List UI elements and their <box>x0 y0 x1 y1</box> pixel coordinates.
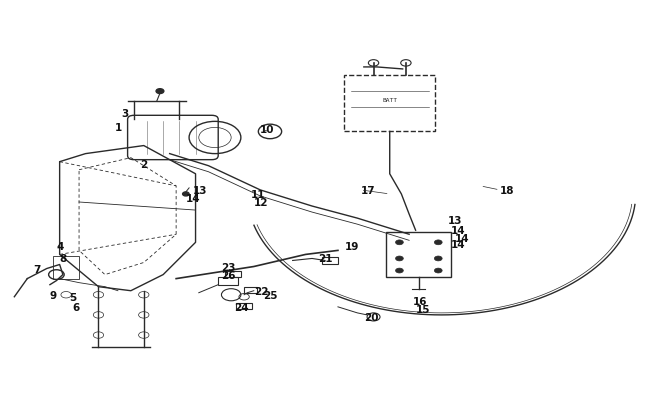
Circle shape <box>434 269 442 273</box>
Text: BATT: BATT <box>382 98 397 102</box>
Text: 1: 1 <box>114 123 122 133</box>
Text: 6: 6 <box>73 302 80 312</box>
Bar <box>322 258 338 265</box>
Bar <box>225 271 241 277</box>
Text: 24: 24 <box>235 302 249 312</box>
Circle shape <box>396 240 403 245</box>
Circle shape <box>156 90 164 94</box>
Text: 14: 14 <box>451 226 466 236</box>
Text: 25: 25 <box>263 290 278 300</box>
Circle shape <box>396 269 403 273</box>
Circle shape <box>396 256 403 261</box>
Bar <box>53 257 79 279</box>
Bar <box>244 288 257 293</box>
Text: 8: 8 <box>60 254 67 264</box>
Text: 9: 9 <box>50 290 57 300</box>
Bar <box>387 232 451 277</box>
Text: 14: 14 <box>186 194 200 203</box>
Text: 15: 15 <box>415 304 430 314</box>
Text: 5: 5 <box>70 292 77 302</box>
Text: 11: 11 <box>250 190 265 199</box>
Bar <box>344 76 435 132</box>
Text: 22: 22 <box>254 286 268 296</box>
Circle shape <box>183 192 189 196</box>
Text: 13: 13 <box>192 185 207 196</box>
Text: 14: 14 <box>451 240 466 250</box>
Text: 10: 10 <box>260 125 275 135</box>
Bar <box>218 278 238 285</box>
Text: 3: 3 <box>121 109 129 119</box>
Circle shape <box>434 256 442 261</box>
Text: 7: 7 <box>34 264 41 274</box>
Text: 21: 21 <box>318 254 333 264</box>
Text: 20: 20 <box>364 312 378 322</box>
Text: 12: 12 <box>254 198 268 207</box>
Text: 18: 18 <box>500 185 514 196</box>
Text: 23: 23 <box>222 262 236 272</box>
Text: 2: 2 <box>140 159 148 169</box>
Text: 16: 16 <box>412 296 427 306</box>
Circle shape <box>434 240 442 245</box>
Text: 19: 19 <box>344 242 359 252</box>
Text: 17: 17 <box>361 185 375 196</box>
Bar <box>236 303 252 309</box>
Text: 26: 26 <box>222 270 236 280</box>
Text: 4: 4 <box>57 242 64 252</box>
Text: 14: 14 <box>454 234 469 244</box>
Text: 13: 13 <box>448 215 462 226</box>
